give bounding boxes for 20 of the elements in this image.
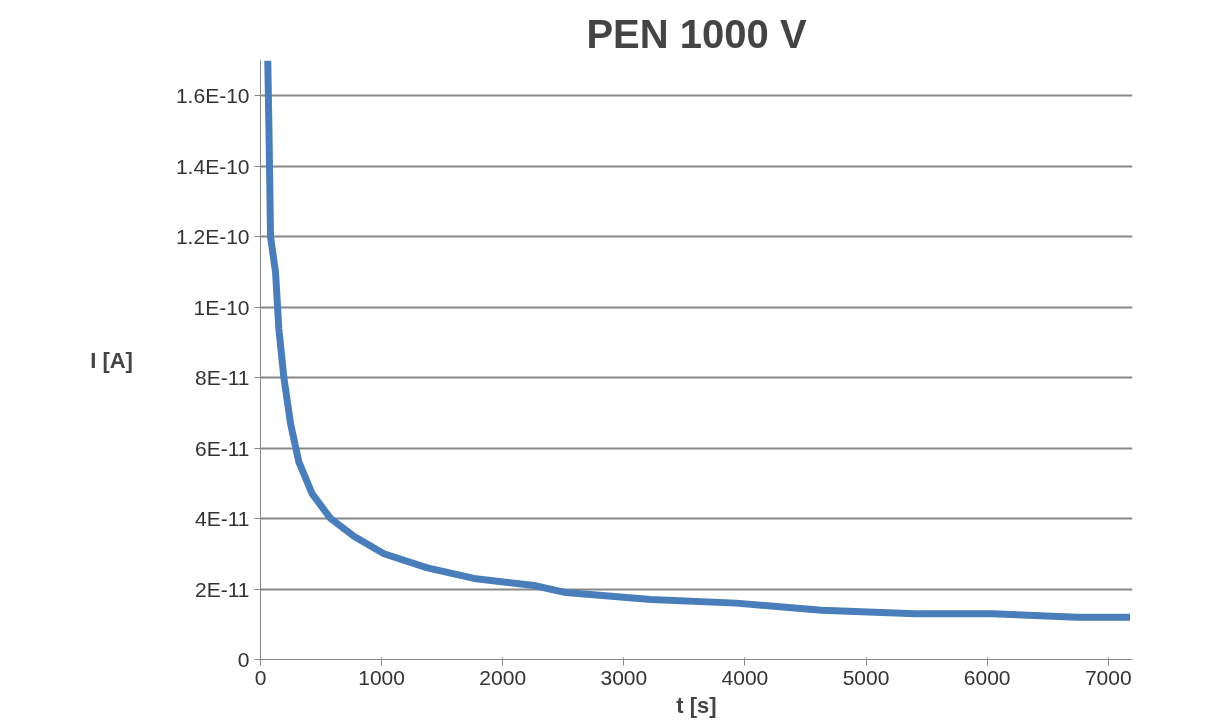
x-tick-label: 2000 (479, 665, 527, 689)
x-tick-label: 7000 (1084, 665, 1132, 689)
y-tick-label: 4E-11 (195, 507, 250, 531)
x-tick-label: 3000 (600, 665, 648, 689)
x-tick-label: 4000 (721, 665, 769, 689)
x-tick-label: 6000 (963, 665, 1011, 689)
y-tick-label: 1E-10 (193, 295, 250, 319)
y-axis-title: I [A] (90, 347, 133, 373)
x-tick-label: 0 (254, 665, 267, 689)
y-tick-label: 2E-11 (195, 577, 250, 601)
y-tick-label: 1.2E-10 (175, 225, 250, 249)
x-axis-title: t [s] (676, 692, 717, 718)
x-tick-label: 1000 (358, 665, 405, 689)
y-tick-label: 1.4E-10 (175, 154, 250, 178)
chart-title: PEN 1000 V (586, 11, 807, 56)
y-tick-label: 8E-11 (195, 366, 250, 390)
y-tick-label: 6E-11 (195, 436, 250, 460)
x-tick-label: 5000 (842, 665, 890, 689)
y-tick-label: 1.6E-10 (175, 84, 250, 108)
y-tick-label: 0 (237, 648, 250, 671)
